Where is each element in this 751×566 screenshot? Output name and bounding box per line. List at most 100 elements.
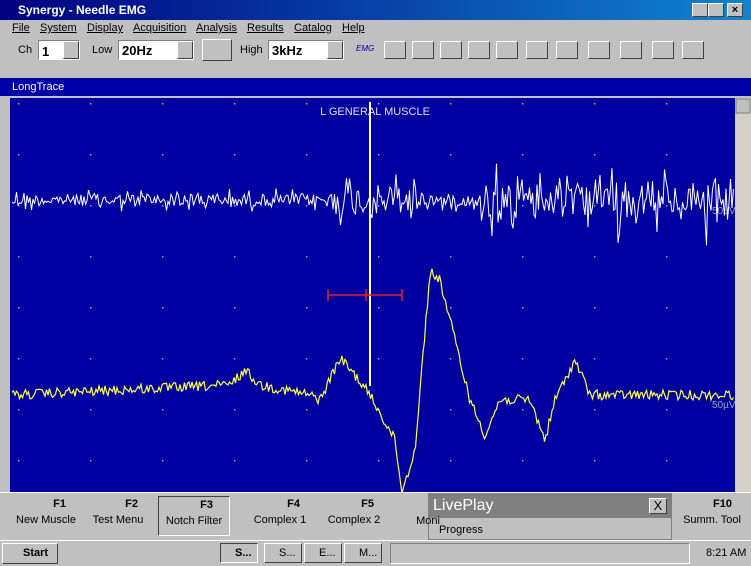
grid-dot bbox=[90, 154, 92, 156]
menu-item[interactable]: File bbox=[12, 22, 30, 34]
grid-dot bbox=[522, 409, 524, 411]
toolbar-icon[interactable] bbox=[652, 41, 674, 59]
grid-dot bbox=[306, 307, 308, 309]
grid-dot bbox=[306, 460, 308, 462]
notch-button[interactable] bbox=[202, 39, 232, 61]
menu-item[interactable]: Acquisition bbox=[133, 22, 186, 34]
key-label bbox=[392, 498, 464, 511]
taskbar-task[interactable]: E... bbox=[304, 543, 342, 563]
grid-dot bbox=[162, 307, 164, 309]
menu-item[interactable]: System bbox=[40, 22, 77, 34]
menu-bar: File System Display Acquisition Analysis Resu… bbox=[0, 20, 751, 36]
panel-header: LongTrace bbox=[0, 78, 751, 96]
close-button[interactable]: × bbox=[727, 3, 743, 17]
maximize-button[interactable] bbox=[708, 3, 724, 17]
low-select[interactable]: 20Hz bbox=[118, 40, 194, 60]
grid-dot bbox=[378, 307, 380, 309]
key-caption: Summ. Tool bbox=[676, 514, 748, 526]
grid-dot bbox=[18, 256, 20, 258]
grid-dot bbox=[666, 103, 668, 105]
toolbar-icon[interactable] bbox=[526, 41, 548, 59]
popup-close[interactable]: X bbox=[649, 498, 667, 514]
grid-dot bbox=[90, 205, 92, 207]
grid-dot bbox=[306, 256, 308, 258]
start-button[interactable]: Start bbox=[2, 543, 58, 564]
toolbar-icon[interactable] bbox=[620, 41, 642, 59]
menu-item[interactable]: Catalog bbox=[294, 22, 332, 34]
toolbar-icon[interactable] bbox=[412, 41, 434, 59]
menu-item[interactable]: Display bbox=[87, 22, 123, 34]
function-key[interactable]: F10 Summ. Tool bbox=[676, 496, 748, 536]
grid-dot bbox=[162, 256, 164, 258]
plot: L GENERAL MUSCLE 50µV 50µV bbox=[0, 96, 751, 492]
dropdown-arrow[interactable] bbox=[177, 41, 193, 59]
grid-dot bbox=[522, 307, 524, 309]
key-label: F10 bbox=[676, 498, 748, 510]
toolbar-icon[interactable] bbox=[440, 41, 462, 59]
grid-dot bbox=[594, 154, 596, 156]
toolbar-icon[interactable] bbox=[384, 41, 406, 59]
key-label: F5 bbox=[318, 498, 390, 510]
grid-dot bbox=[18, 460, 20, 462]
grid-dot bbox=[306, 409, 308, 411]
grid-dot bbox=[450, 409, 452, 411]
grid-dot bbox=[378, 358, 380, 360]
scale-label: 50µV bbox=[712, 400, 736, 411]
grid-dot bbox=[234, 460, 236, 462]
window-title: Synergy - Needle EMG bbox=[18, 3, 146, 17]
channel-select[interactable]: 1 bbox=[38, 40, 80, 60]
label: Low bbox=[92, 44, 112, 56]
grid-dot bbox=[450, 460, 452, 462]
grid-dot bbox=[378, 205, 380, 207]
grid-dot bbox=[162, 154, 164, 156]
function-key[interactable]: Moni bbox=[392, 496, 464, 536]
grid-dot bbox=[666, 256, 668, 258]
grid-dot bbox=[162, 103, 164, 105]
menu-item[interactable]: Analysis bbox=[196, 22, 237, 34]
toolbar-icon[interactable] bbox=[556, 41, 578, 59]
grid-dot bbox=[90, 460, 92, 462]
panel-title: LongTrace bbox=[12, 81, 64, 93]
taskbar-task[interactable]: M... bbox=[344, 543, 382, 563]
grid-dot bbox=[306, 205, 308, 207]
grid-dot bbox=[594, 205, 596, 207]
grid-dot bbox=[306, 358, 308, 360]
value: 3kHz bbox=[272, 43, 302, 58]
screen: Synergy - Needle EMG × File System Display… bbox=[0, 0, 751, 565]
taskbar-task[interactable]: S... bbox=[264, 543, 302, 563]
value: 1 bbox=[42, 44, 49, 59]
grid-dot bbox=[90, 103, 92, 105]
grid-dot bbox=[450, 256, 452, 258]
toolbar-icon[interactable] bbox=[468, 41, 490, 59]
grid-dot bbox=[378, 154, 380, 156]
menu-item[interactable]: Help bbox=[342, 22, 365, 34]
dropdown-arrow[interactable] bbox=[327, 41, 343, 59]
grid-dot bbox=[18, 358, 20, 360]
grid-dot bbox=[234, 409, 236, 411]
grid-dot bbox=[522, 154, 524, 156]
grid-dot bbox=[594, 307, 596, 309]
minimize-button[interactable] bbox=[692, 3, 708, 17]
grid-dot bbox=[378, 103, 380, 105]
toolbar-icon[interactable] bbox=[496, 41, 518, 59]
taskbar-task[interactable]: S... bbox=[220, 543, 258, 563]
high-select[interactable]: 3kHz bbox=[268, 40, 344, 60]
key-caption: Test Menu bbox=[82, 514, 154, 526]
dropdown-arrow[interactable] bbox=[63, 41, 79, 59]
label: Ch bbox=[18, 44, 32, 56]
scroll-up[interactable] bbox=[736, 99, 750, 113]
grid-dot bbox=[90, 358, 92, 360]
emg-button[interactable]: EMG bbox=[356, 44, 374, 53]
menu-item[interactable]: Results bbox=[247, 22, 284, 34]
toolbar-icon[interactable] bbox=[588, 41, 610, 59]
toolbar-icon[interactable] bbox=[682, 41, 704, 59]
key-label: F4 bbox=[244, 498, 316, 510]
scrollbar[interactable] bbox=[735, 98, 751, 492]
title-bar: Synergy - Needle EMG × bbox=[0, 0, 751, 20]
grid-dot bbox=[666, 460, 668, 462]
